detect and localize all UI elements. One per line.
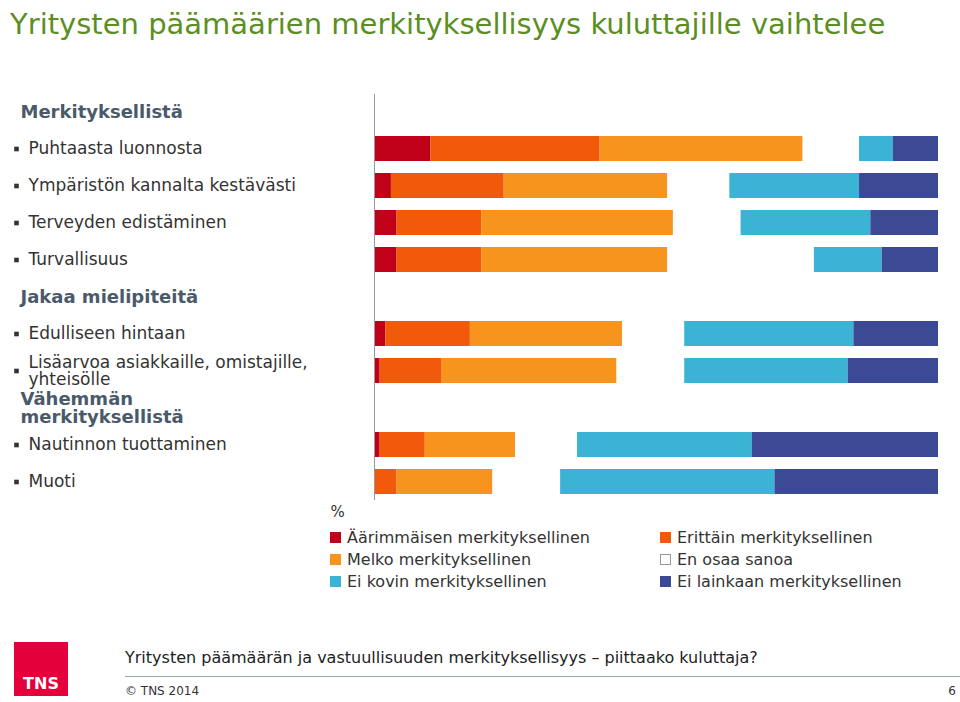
svg-text:Turvallisuus: Turvallisuus xyxy=(28,249,129,269)
html-text:En osaa sanoa: En osaa sanoa xyxy=(677,550,793,569)
html-text:Yritysten päämäärän ja vastuul: Yritysten päämäärän ja vastuullisuuden m… xyxy=(125,648,758,667)
html-text:TNS: TNS xyxy=(23,674,59,693)
svg-text:Vähemmänmerkityksellistä: Vähemmänmerkityksellistä xyxy=(21,388,184,427)
svg-text:Nautinnon tuottaminen: Nautinnon tuottaminen xyxy=(29,434,227,454)
svg-text:Muoti: Muoti xyxy=(29,471,76,491)
svg-text:Lisäarvoa asiakkaille, omistaj: Lisäarvoa asiakkaille, omistajille,yhtei… xyxy=(29,352,308,389)
html-text:Ei kovin merkityksellinen: Ei kovin merkityksellinen xyxy=(347,572,547,591)
html-text:Melko merkityksellinen: Melko merkityksellinen xyxy=(347,550,531,569)
svg-text:Merkityksellistä: Merkityksellistä xyxy=(21,101,183,122)
svg-text:Terveyden edistäminen: Terveyden edistäminen xyxy=(28,212,227,232)
html-text:Erittäin merkityksellinen: Erittäin merkityksellinen xyxy=(677,528,873,547)
html-text:6: 6 xyxy=(948,684,956,698)
svg-text:Jakaa mielipiteitä: Jakaa mielipiteitä xyxy=(19,286,199,307)
html-text:© TNS 2014: © TNS 2014 xyxy=(125,684,200,698)
html-text:Yritysten päämäärien merkityks: Yritysten päämäärien merkityksellisyys k… xyxy=(10,7,886,41)
svg-text:Ympäristön kannalta kestävästi: Ympäristön kannalta kestävästi xyxy=(28,175,296,195)
svg-text:%: % xyxy=(331,503,345,521)
html-text:Ei lainkaan merkityksellinen: Ei lainkaan merkityksellinen xyxy=(677,572,902,591)
svg-text:Puhtaasta luonnosta: Puhtaasta luonnosta xyxy=(29,138,203,158)
html-text:Äärimmäisen merkityksellinen: Äärimmäisen merkityksellinen xyxy=(347,528,590,547)
svg-text:Edulliseen hintaan: Edulliseen hintaan xyxy=(29,323,186,343)
